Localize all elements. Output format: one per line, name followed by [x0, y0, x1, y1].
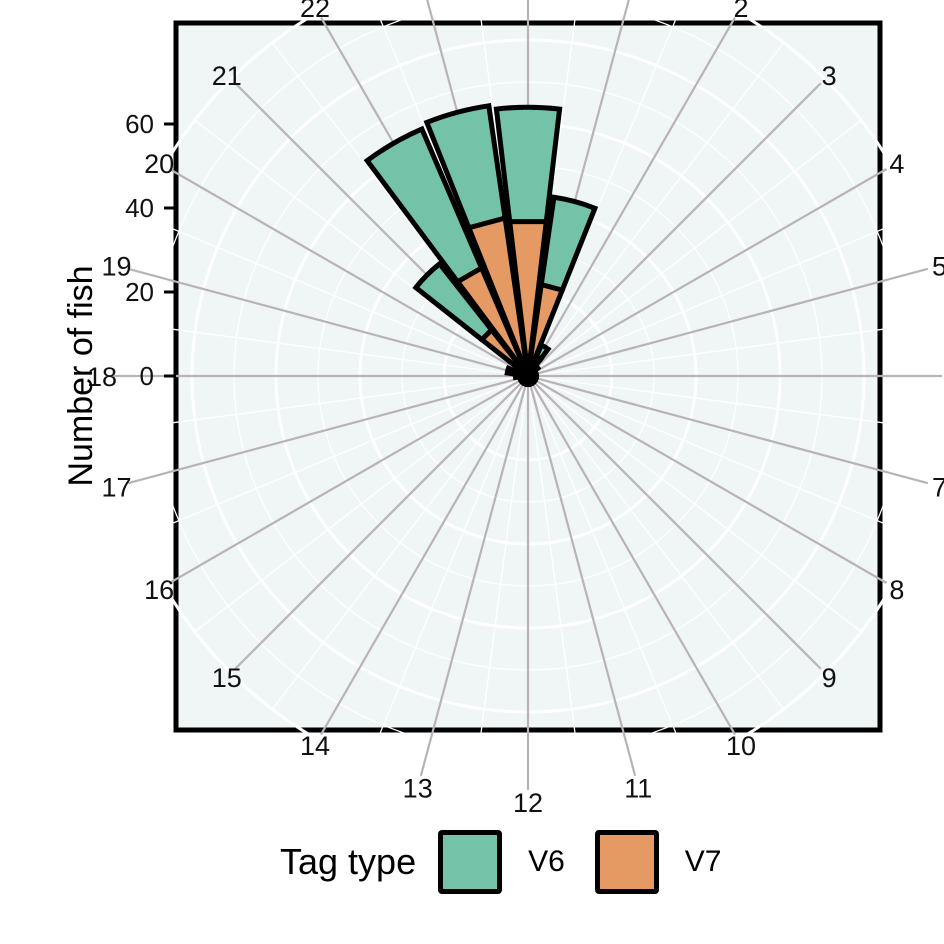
hour-label-20: 20 — [144, 149, 174, 179]
grid-spoke — [527, 375, 690, 765]
hour-label-19: 19 — [101, 252, 131, 282]
hour-label-5: 5 — [932, 252, 944, 282]
bar-v6-hour-21 — [412, 260, 495, 343]
grid-spoke — [472, 375, 529, 793]
hour-axis-line — [127, 267, 529, 378]
hour-label-9: 9 — [822, 663, 837, 693]
grid-spoke — [527, 375, 584, 793]
bar-v6-hour-22 — [363, 125, 485, 286]
hour-axis-line — [527, 82, 822, 377]
y-tick-label: 40 — [125, 193, 154, 223]
y-tick-label: 20 — [125, 277, 154, 307]
hour-label-13: 13 — [403, 774, 433, 804]
hour-axis-line — [526, 375, 637, 777]
grid-spoke — [111, 375, 529, 432]
grid-spoke — [527, 42, 785, 377]
hour-label-14: 14 — [300, 731, 330, 761]
hour-label-17: 17 — [101, 472, 131, 502]
hour-label-10: 10 — [726, 731, 756, 761]
bars-layer — [363, 102, 599, 388]
grid-spoke — [527, 320, 944, 377]
hour-label-3: 3 — [822, 61, 837, 91]
hour-label-7: 7 — [932, 472, 944, 502]
hour-axis-line — [527, 375, 822, 670]
grid-spoke — [527, 375, 917, 538]
bar-v6-hour-1 — [538, 194, 599, 294]
hour-labels: 01234567891011121314151617181920212223 — [87, 0, 944, 818]
grid-spoke — [194, 375, 529, 633]
grid-spoke — [527, 375, 862, 633]
hour-label-8: 8 — [889, 575, 904, 605]
hour-label-22: 22 — [300, 0, 330, 23]
grid-spoke — [111, 320, 529, 377]
hour-axis-line — [527, 375, 888, 584]
legend-label-v6: V6 — [528, 845, 565, 878]
hour-axis-line — [527, 16, 736, 377]
hour-label-4: 4 — [889, 149, 904, 179]
grid-spoke — [139, 375, 529, 538]
hour-label-11: 11 — [624, 774, 652, 804]
hour-axis-line — [168, 168, 529, 377]
hour-axis-line — [527, 168, 888, 377]
hour-axis-line — [527, 374, 929, 485]
grid-layer — [106, 0, 944, 798]
grid-spoke — [527, 375, 785, 710]
bar-v6-hour-23 — [423, 102, 508, 231]
bar-v6-hour-2 — [533, 341, 552, 363]
hour-axis-line — [127, 374, 529, 485]
grid-spoke — [271, 375, 529, 710]
grid-major-ring — [106, 0, 944, 798]
grid-spoke — [139, 214, 529, 377]
legend-label-v7: V7 — [684, 845, 722, 878]
hour-label-16: 16 — [144, 575, 174, 605]
y-tick-label: 60 — [125, 109, 154, 139]
hour-label-15: 15 — [212, 663, 242, 693]
y-tick-label: 0 — [140, 361, 154, 391]
legend: Tag type V6 V7 — [280, 826, 752, 898]
grid-spoke — [527, 375, 944, 432]
hour-axis-line — [419, 375, 530, 777]
hour-label-12: 12 — [513, 788, 543, 818]
hour-axis-line — [527, 375, 736, 736]
grid-spoke — [366, 375, 529, 765]
legend-key-v7 — [594, 830, 659, 894]
hour-label-18: 18 — [87, 362, 117, 392]
hour-label-21: 21 — [212, 61, 242, 91]
hour-label-2: 2 — [733, 0, 748, 23]
hour-axis-line — [168, 375, 529, 584]
y-axis-title: Number of fish — [62, 265, 100, 486]
hour-axis-line — [234, 375, 529, 670]
legend-key-v6 — [438, 830, 503, 894]
y-axis: 0 20 40 60 — [125, 109, 176, 391]
legend-title: Tag type — [280, 841, 417, 882]
grid-spoke — [527, 214, 917, 377]
bar-v6-hour-0 — [493, 104, 563, 225]
hour-axis-line — [320, 375, 529, 736]
grid-spoke — [527, 119, 862, 377]
hour-axis-line — [527, 267, 929, 378]
